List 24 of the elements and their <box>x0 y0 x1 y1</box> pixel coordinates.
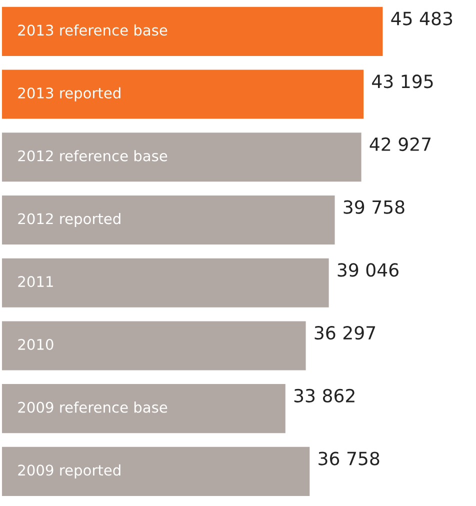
bar <box>2 321 306 370</box>
y-tick-label: 2012 reported <box>18 212 120 228</box>
bar <box>2 70 364 119</box>
y-tick-label: 2013 reference base <box>18 24 168 36</box>
y-tick-label: 2012 reference base <box>18 150 168 162</box>
bar <box>2 132 362 182</box>
y-tick-label: 2011 <box>18 276 53 288</box>
y-tick-label: 2009 reference base <box>18 402 168 413</box>
y-tick-label: 2013 reported <box>18 87 120 102</box>
data-label: 39 046 <box>338 263 398 277</box>
data-label: 43 195 <box>372 74 433 88</box>
y-tick-label: 2009 reported <box>18 464 120 478</box>
data-label: 36 758 <box>318 452 380 466</box>
bar <box>2 446 310 496</box>
data-label: 45 483 <box>391 12 452 26</box>
bar <box>2 258 329 308</box>
bar <box>2 384 286 434</box>
data-label: 33 862 <box>294 388 354 402</box>
bar <box>2 6 383 56</box>
data-label: 39 758 <box>344 200 404 214</box>
bar <box>2 195 335 245</box>
data-label: 42 927 <box>370 137 431 152</box>
y-tick-label: 2010 <box>18 338 54 350</box>
data-label: 36 297 <box>314 326 376 340</box>
